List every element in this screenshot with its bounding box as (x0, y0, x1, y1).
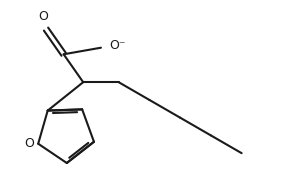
Text: O: O (39, 10, 49, 23)
Text: O⁻: O⁻ (109, 39, 126, 52)
Text: O: O (24, 137, 34, 150)
